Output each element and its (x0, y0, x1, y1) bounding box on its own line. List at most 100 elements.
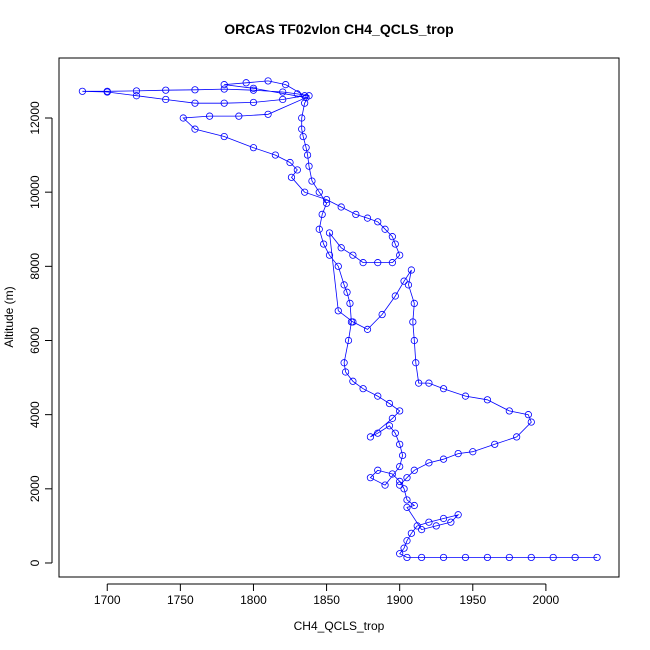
data-point (527, 553, 535, 562)
data-point (385, 399, 394, 408)
data-point (374, 429, 382, 437)
data-point (301, 92, 309, 100)
data-point (340, 281, 348, 289)
data-point (235, 112, 243, 120)
data-point (249, 86, 258, 94)
y-tick-label: 0 (28, 559, 42, 566)
y-tick-label: 8000 (28, 253, 42, 280)
data-point (293, 166, 301, 174)
data-point (220, 99, 228, 107)
data-point (343, 288, 351, 296)
data-point (396, 251, 404, 259)
data-point (337, 244, 345, 252)
data-point (491, 440, 499, 448)
data-point (396, 462, 404, 471)
data-point (593, 553, 601, 562)
data-point (132, 87, 141, 95)
y-tick-label: 10000 (28, 175, 42, 209)
data-point (308, 177, 316, 185)
data-point (461, 392, 470, 400)
data-point (286, 158, 294, 167)
data-point (403, 474, 411, 482)
data-point (344, 336, 353, 345)
data-point (399, 451, 407, 460)
data-point (363, 214, 372, 222)
data-point (407, 529, 415, 537)
x-tick-label: 1850 (313, 593, 340, 607)
data-point (341, 368, 350, 376)
data-point (298, 125, 306, 133)
data-point (378, 310, 386, 319)
data-point (346, 299, 354, 308)
data-point (359, 259, 367, 267)
data-point (527, 418, 535, 426)
data-point (425, 459, 433, 467)
data-point (359, 385, 367, 393)
data-point (396, 481, 404, 489)
plot-frame (58, 57, 620, 578)
data-point (418, 553, 426, 562)
data-point (513, 433, 521, 441)
x-tick-label: 1900 (386, 593, 413, 607)
data-point (524, 411, 532, 419)
data-point (103, 88, 111, 96)
data-point (396, 477, 404, 486)
data-point (325, 229, 334, 237)
data-point (461, 553, 470, 562)
data-point (191, 99, 199, 107)
x-axis-label: CH4_QCLS_trop (294, 619, 385, 633)
data-point (334, 307, 342, 315)
data-point (179, 114, 187, 122)
data-point (505, 553, 513, 562)
data-point (340, 359, 348, 367)
data-point (349, 318, 357, 326)
x-tick-label: 1700 (94, 593, 121, 607)
data-point (505, 407, 513, 415)
data-point (322, 195, 331, 204)
data-point (388, 470, 396, 478)
data-point (302, 94, 310, 102)
data-point (301, 188, 309, 196)
data-point (388, 414, 396, 422)
data-point (363, 325, 372, 333)
data-point (162, 95, 170, 104)
data-point (454, 511, 462, 519)
data-point (220, 85, 228, 93)
data-point (425, 379, 433, 387)
data-point (279, 95, 287, 104)
data-line (82, 80, 598, 558)
data-point (410, 466, 418, 474)
data-point (162, 86, 170, 94)
data-point (242, 79, 250, 87)
data-point (391, 429, 399, 437)
data-point (388, 233, 396, 241)
x-tick-label: 2000 (533, 593, 560, 607)
data-point (318, 210, 326, 219)
data-point (302, 144, 310, 152)
x-tick-label: 1800 (240, 593, 267, 607)
data-point (381, 225, 389, 233)
data-point (412, 359, 420, 367)
data-point (403, 496, 411, 504)
data-point (220, 81, 228, 89)
data-point (191, 86, 199, 94)
data-point (483, 396, 492, 404)
data-point (315, 188, 323, 196)
data-point (381, 481, 389, 489)
data-point (396, 407, 404, 415)
data-point (264, 110, 272, 118)
y-tick-label: 4000 (28, 401, 42, 428)
data-point (374, 259, 382, 267)
data-point (320, 240, 328, 248)
data-point (403, 503, 411, 511)
data-point (334, 262, 342, 270)
data-point (403, 537, 411, 545)
data-point (206, 112, 214, 120)
x-tick-label: 1950 (459, 593, 486, 607)
data-point (415, 379, 423, 387)
data-point (410, 501, 418, 510)
data-point (325, 251, 334, 259)
data-point (322, 199, 331, 207)
data-point (337, 203, 345, 211)
data-point (439, 514, 448, 523)
